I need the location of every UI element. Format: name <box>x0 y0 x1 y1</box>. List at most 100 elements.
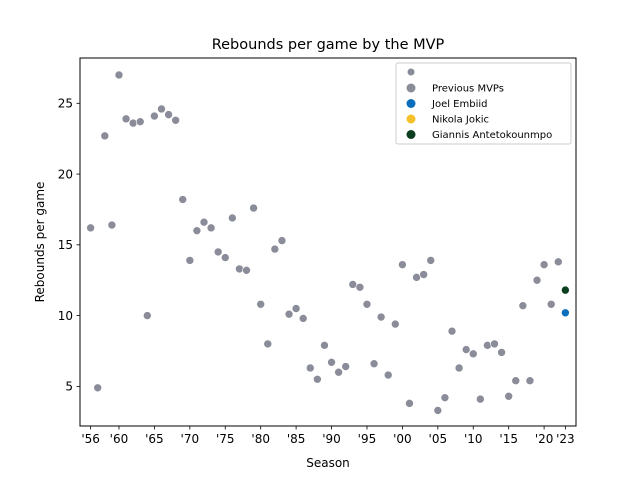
y-axis-title: Rebounds per game <box>33 182 47 303</box>
data-point <box>561 285 570 295</box>
x-tick-label: '15 <box>499 432 518 446</box>
data-point <box>121 114 131 124</box>
data-point <box>235 264 244 274</box>
data-point <box>298 314 308 323</box>
data-point <box>249 203 258 213</box>
legend-label: Joel Embiid <box>431 99 488 110</box>
data-point <box>511 376 521 386</box>
y-tick-label: 20 <box>58 167 73 181</box>
x-tick-label: '10 <box>464 432 483 446</box>
legend-label: Previous MVPs <box>432 84 504 95</box>
plot-area-frame <box>79 57 577 427</box>
data-point <box>277 236 287 245</box>
data-point <box>497 348 506 357</box>
legend-marker <box>406 83 416 93</box>
data-point <box>192 226 202 235</box>
data-point <box>128 118 138 128</box>
data-point <box>476 394 485 404</box>
data-point <box>135 117 145 126</box>
y-axis-ticks: 5 10 15 20 25 <box>58 96 80 394</box>
data-point <box>405 399 414 408</box>
data-point <box>242 266 251 275</box>
data-point <box>313 374 322 384</box>
data-point <box>369 359 379 369</box>
data-point <box>256 299 265 309</box>
x-axis-ticks: '56 '60 '65 '70 '75 '80 '85 '90 '95 '00 '05 '10 '15 '… <box>81 426 575 446</box>
data-point <box>490 339 499 349</box>
data-point <box>461 345 471 354</box>
data-point <box>263 339 273 349</box>
legend-label: Nikola Jokic <box>432 115 489 126</box>
x-tick-label: '85 <box>287 432 306 446</box>
data-point <box>157 104 166 114</box>
data-point <box>291 304 301 313</box>
y-tick-label: 25 <box>58 96 73 110</box>
data-point <box>398 260 407 269</box>
data-point <box>419 270 428 279</box>
data-point <box>228 213 237 223</box>
plot-points <box>86 70 570 415</box>
x-tick-label: '05 <box>429 432 448 446</box>
data-point <box>504 391 513 401</box>
x-axis-title: Season <box>306 456 350 470</box>
data-point <box>454 363 464 373</box>
data-point <box>178 195 188 204</box>
y-tick-label: 10 <box>58 309 73 323</box>
data-point <box>553 257 563 267</box>
data-point <box>270 244 280 254</box>
data-point <box>532 275 542 285</box>
x-tick-label: '23 <box>556 432 575 446</box>
y-tick-label: 15 <box>58 238 73 252</box>
data-point <box>433 406 443 415</box>
data-point <box>86 223 95 233</box>
data-point <box>334 367 343 377</box>
data-point <box>376 312 386 322</box>
x-tick-label: '60 <box>110 432 129 446</box>
data-point <box>383 370 393 380</box>
data-point <box>483 341 492 350</box>
y-tick-label: 5 <box>65 380 73 394</box>
data-point <box>440 393 450 402</box>
data-point <box>100 131 110 141</box>
data-point <box>220 253 230 262</box>
data-point <box>185 256 195 265</box>
legend-header-marker <box>407 68 415 76</box>
data-point <box>206 223 216 233</box>
data-point <box>525 376 535 386</box>
data-point <box>391 319 400 329</box>
legend: Previous MVPs Joel Embiid Nikola Jokic Gian… <box>395 62 572 145</box>
data-point <box>539 260 549 269</box>
x-tick-label: '65 <box>145 432 164 446</box>
data-point <box>171 115 180 125</box>
legend-label: Giannis Antetokounmpo <box>432 130 552 141</box>
data-point <box>546 299 556 309</box>
data-point <box>164 110 173 119</box>
data-point <box>355 282 365 292</box>
data-point <box>426 256 436 265</box>
data-point <box>143 311 152 320</box>
legend-frame <box>395 62 572 145</box>
data-point <box>341 362 351 371</box>
data-point <box>468 349 478 359</box>
legend-marker <box>406 114 416 124</box>
x-tick-label: '20 <box>535 432 554 446</box>
x-tick-label: '80 <box>251 432 270 446</box>
data-point <box>362 299 372 309</box>
data-point <box>150 111 159 121</box>
chart-title: Rebounds per game by the MVP <box>212 37 445 53</box>
data-point <box>561 308 570 318</box>
data-point <box>114 70 124 80</box>
x-tick-label: '95 <box>358 432 377 446</box>
data-point <box>305 363 315 373</box>
x-tick-label: '75 <box>216 432 235 446</box>
data-point <box>447 326 457 336</box>
data-point <box>518 301 528 310</box>
data-point <box>320 341 329 350</box>
x-tick-label: '70 <box>181 432 200 446</box>
data-point <box>93 383 103 393</box>
x-tick-label: '56 <box>81 432 100 446</box>
data-point <box>107 220 117 230</box>
data-point <box>327 358 336 367</box>
data-point <box>213 247 223 257</box>
